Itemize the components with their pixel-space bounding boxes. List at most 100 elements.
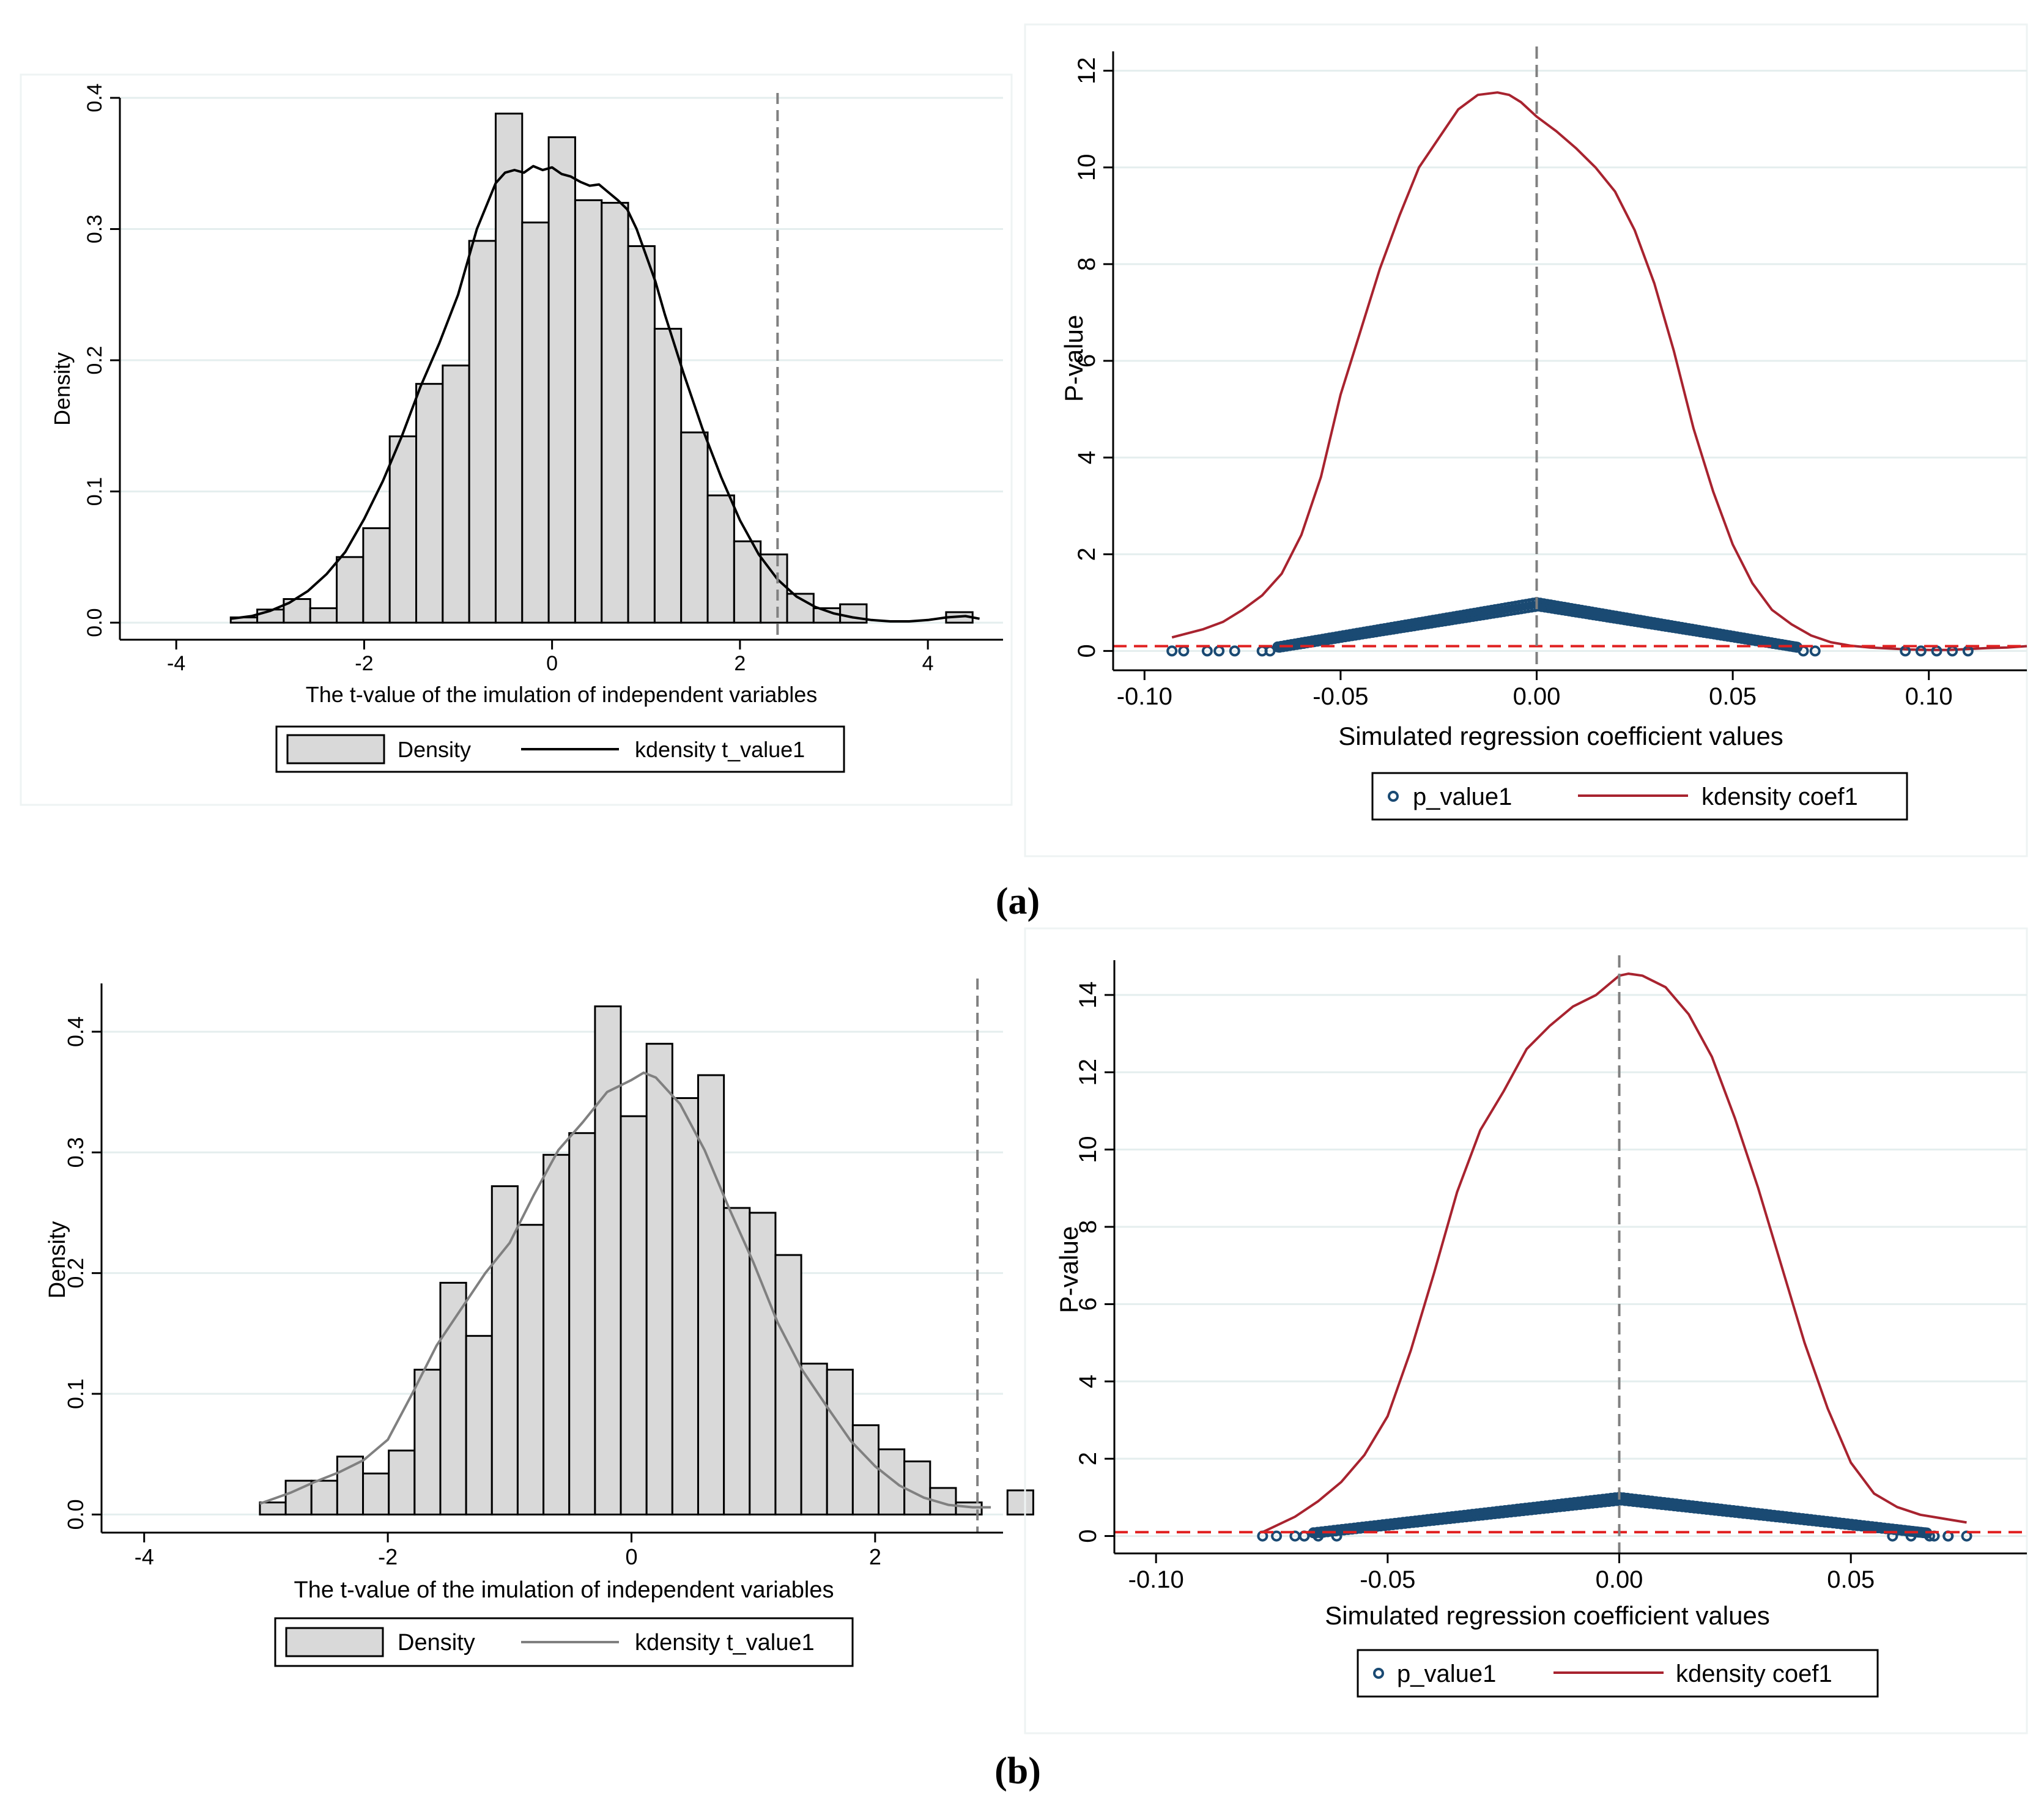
histogram-bar [362, 1472, 390, 1515]
y-tick-label: 0.3 [63, 1137, 88, 1168]
histogram-bar [259, 1501, 287, 1515]
histogram-bar [697, 1074, 725, 1515]
x-tick-label: 0.10 [1905, 683, 1953, 710]
scatter-point [1915, 645, 1927, 657]
scatter-point [1229, 645, 1240, 657]
kde-line [259, 1071, 991, 1509]
histogram-bar [568, 1132, 596, 1515]
histogram-bar [774, 1254, 802, 1515]
histogram-bar [521, 221, 550, 624]
scatter-point [1809, 645, 1821, 657]
y-tick-label: 4 [1075, 1375, 1102, 1388]
y-tick-label: 0.4 [63, 1016, 88, 1047]
histogram-bar [749, 1212, 777, 1515]
legend: Density kdensity t_value1 [274, 1617, 854, 1667]
legend-label-kde: kdensity t_value1 [635, 737, 805, 762]
histogram-bar [516, 1224, 545, 1515]
chart-a-kdensity: 0 2 4 6 8 10 12 -0.10 -0.05 0.00 0.05 0.10 Simulat… [1024, 23, 2028, 857]
chart-b-kdensity: 0 2 4 6 8 10 12 14 -0.10 -0.05 0.00 0.05 Simulated… [1024, 927, 2028, 1734]
legend: p_value1 kdensity coef1 [1357, 1649, 1879, 1698]
y-tick-label: 0.1 [63, 1379, 88, 1409]
histogram-bar [723, 1207, 751, 1515]
y-tick-label: 14 [1075, 982, 1102, 1009]
histogram-bar [442, 365, 470, 624]
chart-b-histogram: 0.0 0.1 0.2 0.3 0.4 -4 -2 0 2 The t-value of th… [45, 979, 1034, 1667]
y-tick-label: 0.2 [63, 1258, 88, 1289]
scatter-point [1331, 1530, 1342, 1542]
x-tick-label: 0.05 [1827, 1566, 1875, 1593]
y-tick-label: 4 [1073, 451, 1100, 464]
legend-label-kde: kdensity coef1 [1676, 1660, 1832, 1687]
histogram-bar [362, 527, 391, 624]
histogram-bar [310, 1479, 338, 1515]
legend-label-density: Density [398, 737, 471, 762]
y-tick-label: 0.0 [63, 1499, 88, 1530]
histogram-bar [388, 1449, 416, 1515]
scatter-point [1166, 645, 1178, 657]
histogram-bar [839, 603, 868, 624]
y-axis-label: Density [50, 352, 75, 426]
panel-label-a: (a) [996, 881, 1040, 922]
legend-label-p-value: p_value1 [1397, 1660, 1496, 1687]
legend: Density kdensity t_value1 [275, 725, 845, 773]
y-axis-label: P-value [1059, 315, 1088, 402]
histogram-bar [465, 1334, 493, 1515]
x-axis-label: The t-value of the imulation of independ… [294, 1577, 834, 1603]
legend-swatch-density [285, 1627, 384, 1657]
histogram-bar [468, 240, 497, 624]
x-tick-label: 0 [546, 652, 558, 675]
x-axis-label: The t-value of the imulation of independ… [306, 682, 818, 707]
histogram-bar [547, 136, 576, 624]
y-axis-label: Density [45, 1221, 70, 1299]
y-tick-label: 0 [1073, 644, 1100, 657]
x-tick-label: 0 [625, 1544, 637, 1569]
x-axis-label: Simulated regression coefficient values [1325, 1601, 1770, 1630]
legend-swatch-p-value [1373, 1668, 1384, 1679]
x-tick-label: -0.10 [1128, 1566, 1184, 1593]
kde-line [231, 165, 980, 623]
histogram-bar [415, 383, 444, 624]
x-tick-label: 2 [734, 652, 746, 675]
y-tick-label: 0.3 [83, 215, 106, 243]
x-tick-label: -2 [378, 1544, 398, 1569]
histogram-bar [680, 431, 709, 624]
histogram-bar [826, 1369, 854, 1515]
histogram-bar [627, 245, 656, 624]
histogram-bar [439, 1281, 467, 1515]
x-tick-label: -4 [135, 1544, 154, 1569]
y-tick-label: 8 [1073, 257, 1100, 271]
y-tick-label: 6 [1073, 354, 1100, 368]
y-tick-label: 6 [1075, 1297, 1102, 1311]
histogram-bar [574, 199, 603, 624]
x-tick-label: -0.05 [1360, 1566, 1415, 1593]
y-tick-label: 8 [1075, 1220, 1102, 1234]
y-tick-label: 10 [1073, 154, 1100, 182]
histogram-bar [671, 1097, 699, 1515]
histogram-bar [594, 1005, 622, 1515]
kde-line [1171, 91, 2027, 651]
x-axis-label: Simulated regression coefficient values [1338, 722, 1783, 750]
histogram-bar [706, 494, 735, 624]
histogram-bar [542, 1153, 571, 1515]
scatter-point [1313, 1530, 1324, 1542]
legend: p_value1 kdensity coef1 [1371, 772, 1908, 821]
legend-label-p-value: p_value1 [1413, 783, 1512, 810]
legend-swatch-density [286, 734, 385, 764]
panel-label-b: (b) [994, 1750, 1041, 1792]
histogram-bar [388, 435, 418, 624]
y-tick-label: 0 [1075, 1529, 1102, 1542]
y-axis-label: P-value [1054, 1226, 1083, 1313]
scatter-point [1271, 1530, 1283, 1542]
histogram-bar [494, 113, 524, 624]
x-tick-label: 2 [869, 1544, 881, 1569]
x-tick-label: 0.00 [1513, 683, 1561, 710]
histogram-bar [309, 607, 338, 624]
y-tick-label: 0.2 [83, 346, 106, 374]
histogram-bar [1006, 1489, 1034, 1515]
y-tick-label: 0.1 [83, 477, 106, 506]
histogram-bar [336, 556, 365, 624]
histogram-bar [653, 328, 683, 624]
y-tick-label: 10 [1075, 1136, 1102, 1163]
y-tick-label: 0.4 [83, 83, 106, 112]
